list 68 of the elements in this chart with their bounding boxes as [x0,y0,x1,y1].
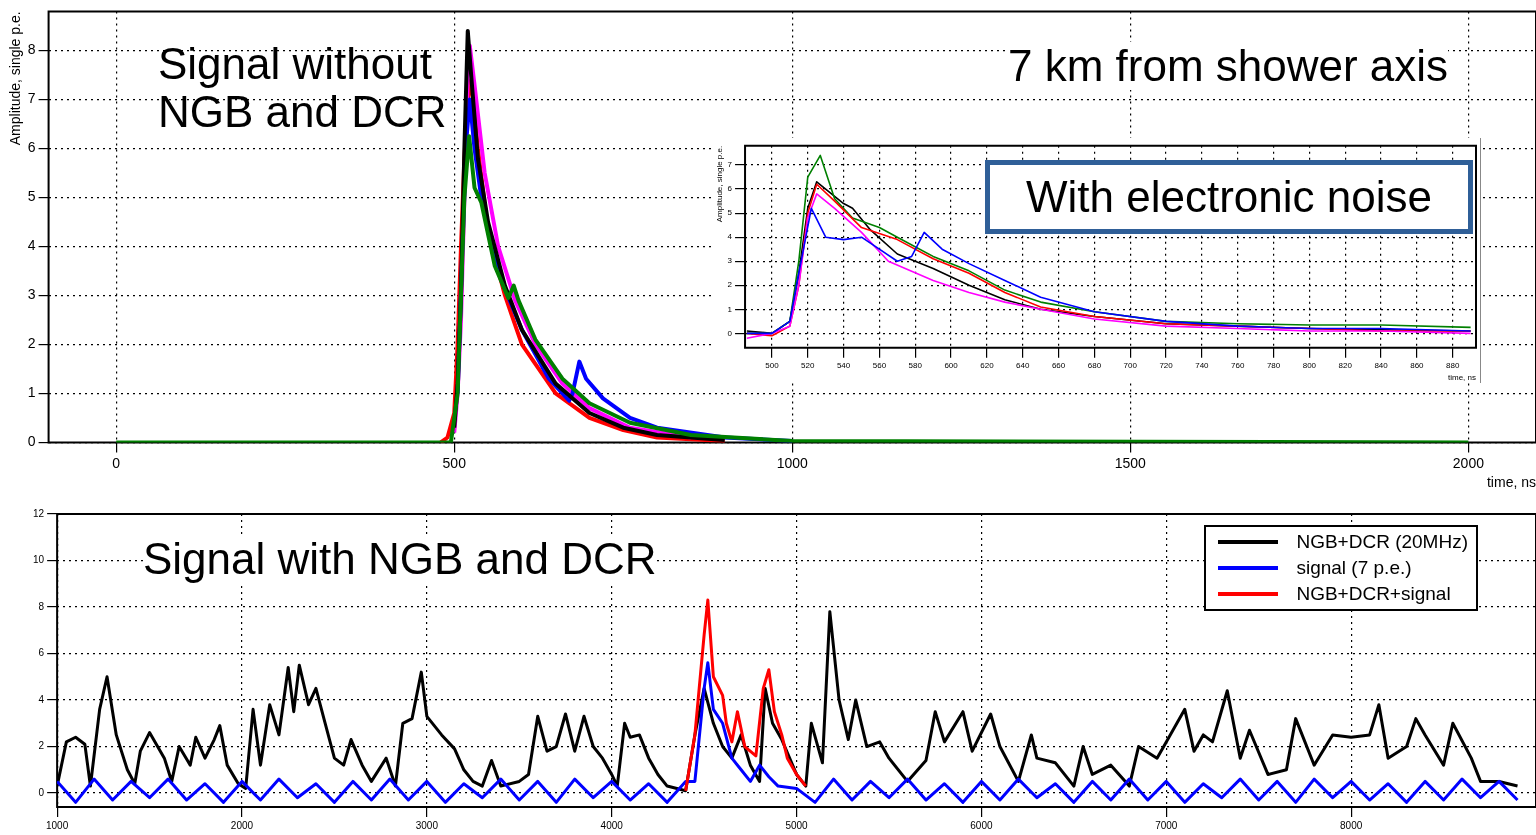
x-tick-label: 500 [442,454,467,471]
y-tick-label: 7 [727,160,733,170]
y-tick-label: 4 [38,693,45,705]
y-tick-label: 3 [727,256,733,266]
legend-label: signal (7 p.e.) [1296,557,1412,579]
x-tick-label: 720 [1159,360,1174,370]
y-tick-label: 7 [27,90,36,107]
x-tick-label: 880 [1446,360,1460,370]
y-tick-label: 1 [27,384,36,401]
x-tick-label: 860 [1410,360,1425,370]
x-tick-label: 580 [908,360,923,370]
legend-label: NGB+DCR (20MHz) [1296,531,1468,553]
y-axis-title: Amplitude, single p.e. [715,145,724,223]
annotation: Signal with NGB and DCR [143,534,657,584]
annotation: Signal without NGB and DCR [158,39,448,137]
x-tick-label: 660 [1051,360,1066,370]
y-tick-label: 12 [33,507,45,519]
y-tick-label: 10 [33,554,45,566]
x-tick-label: 840 [1374,360,1389,370]
y-tick-label: 0 [727,328,733,338]
x-tick-label: 540 [836,360,851,370]
annotation: 7 km from shower axis [1008,41,1449,91]
x-tick-label: 6000 [970,819,993,831]
x-tick-label: 500 [765,360,780,370]
x-tick-label: 1500 [1114,454,1147,471]
x-tick-label: 0 [112,454,121,471]
y-tick-label: 4 [27,237,36,254]
x-tick-label: 3000 [415,819,439,831]
y-axis-title: Amplitude, single p.e. [7,11,24,146]
x-tick-label: 620 [980,360,995,370]
x-tick-label: 760 [1231,360,1245,370]
y-tick-label: 5 [727,208,733,218]
x-tick-label: 560 [872,360,887,370]
y-tick-label: 4 [727,232,733,242]
x-tick-label: 740 [1195,360,1210,370]
y-tick-label: 0 [38,786,45,798]
y-tick-label: 2 [38,740,45,752]
legend-label: NGB+DCR+signal [1296,583,1451,605]
annotation: With electronic noise [985,160,1473,235]
y-tick-label: 8 [27,41,36,58]
y-tick-label: 8 [38,600,45,612]
y-tick-label: 3 [27,286,36,303]
x-tick-label: 7000 [1155,819,1178,831]
x-tick-label: 600 [944,360,959,370]
x-tick-label: 5000 [785,819,809,831]
y-tick-label: 6 [38,647,45,659]
y-tick-label: 2 [27,335,36,352]
x-tick-label: 780 [1266,360,1281,370]
y-tick-label: 6 [27,139,36,156]
x-tick-label: 520 [801,360,815,370]
x-tick-label: 640 [1016,360,1030,370]
y-tick-label: 2 [727,280,733,290]
x-tick-label: 700 [1123,360,1138,370]
y-tick-label: 6 [727,184,733,194]
x-axis-title: time, ns [1447,373,1476,383]
y-tick-label: 1 [727,304,733,314]
x-tick-label: 2000 [1452,454,1485,471]
x-tick-label: 8000 [1340,819,1363,831]
x-tick-label: 680 [1087,360,1102,370]
x-tick-label: 820 [1338,360,1353,370]
x-tick-label: 4000 [600,819,624,831]
y-tick-label: 0 [27,433,36,450]
x-tick-label: 800 [1302,360,1317,370]
x-axis-title: time, ns [1486,474,1536,491]
x-tick-label: 1000 [46,819,69,831]
x-tick-label: 1000 [776,454,809,471]
x-tick-label: 2000 [230,819,254,831]
y-tick-label: 5 [27,188,36,205]
